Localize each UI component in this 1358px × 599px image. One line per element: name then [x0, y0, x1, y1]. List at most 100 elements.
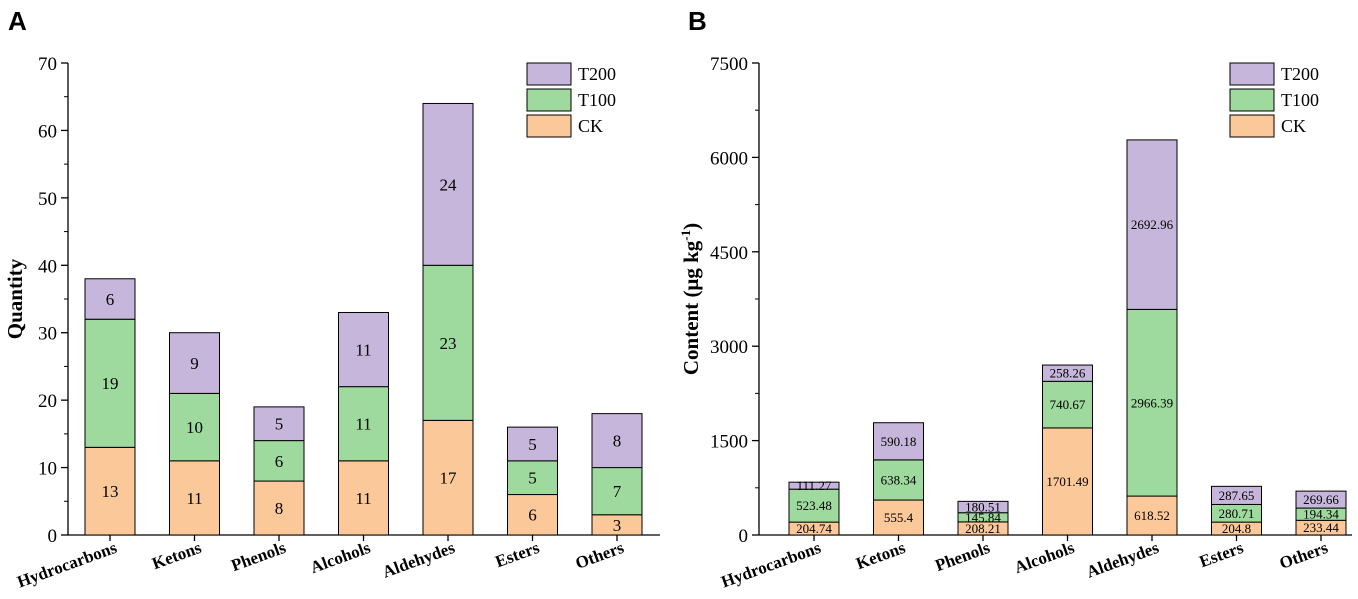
qty-data-label: 5 — [275, 415, 284, 434]
content-bar-ck-aldehydes — [1126, 495, 1178, 536]
qty-legend-label-t100: T100 — [578, 90, 616, 110]
qty-bar-ck-hydrocarbons — [84, 446, 136, 536]
qty-data-label: 10 — [186, 418, 203, 437]
content-bar-t200-phenols — [957, 500, 1009, 514]
qty-y-tick-label: 40 — [38, 256, 57, 277]
content-bar-t100-hydrocarbons — [788, 488, 840, 523]
qty-data-label: 5 — [528, 435, 537, 454]
qty-data-label: 19 — [102, 374, 119, 393]
content-data-label: 180.51 — [965, 500, 1001, 515]
qty-legend-label-ck: CK — [578, 116, 603, 136]
content-y-tick-label: 6000 — [710, 148, 748, 169]
content-data-label: 145.84 — [965, 510, 1001, 525]
qty-data-label: 13 — [102, 482, 119, 501]
qty-bar-t100-hydrocarbons — [84, 318, 136, 448]
content-bar-t100-aldehydes — [1126, 308, 1178, 497]
qty-bar-t200-aldehydes — [422, 102, 474, 266]
content-x-tick-label: Aldehydes — [1084, 538, 1162, 582]
content-legend-swatch-t200 — [1229, 62, 1275, 86]
qty-data-label: 8 — [613, 432, 622, 451]
qty-data-label: 11 — [355, 415, 371, 434]
qty-y-tick-label: 30 — [38, 324, 57, 345]
content-data-label: 590.18 — [881, 434, 917, 449]
qty-data-label: 11 — [355, 341, 371, 360]
content-y-tick-label: 7500 — [710, 54, 748, 75]
qty-data-label: 11 — [355, 489, 371, 508]
content-data-label: 2692.96 — [1131, 217, 1174, 232]
content-data-label: 555.4 — [884, 510, 914, 525]
qty-y-tick-label: 50 — [38, 189, 57, 210]
qty-bar-t100-ketons — [169, 392, 220, 462]
content-x-tick-label: Phenols — [933, 538, 993, 575]
content-data-label: 618.52 — [1134, 508, 1170, 523]
content-data-label: 1701.49 — [1046, 474, 1088, 489]
qty-bar-t200-hydrocarbons — [84, 278, 136, 320]
content-y-tick-label: 4500 — [710, 243, 748, 264]
content-y-tick-label: 1500 — [710, 432, 748, 453]
qty-bar-ck-phenols — [253, 480, 305, 536]
qty-legend-swatch-t200 — [526, 62, 572, 86]
content-data-label: 287.65 — [1219, 488, 1255, 503]
content-data-label: 740.67 — [1050, 397, 1086, 412]
content-data-label: 638.34 — [881, 473, 917, 488]
content-data-label: 523.48 — [796, 498, 832, 513]
qty-bar-t100-phenols — [253, 440, 305, 482]
content-bar-t200-esters — [1211, 485, 1262, 505]
content-data-label: 258.26 — [1050, 366, 1086, 381]
qty-bar-t200-phenols — [253, 406, 305, 442]
qty-bar-t100-others — [591, 467, 643, 516]
content-x-tick-label: Hydrocarbons — [719, 538, 824, 592]
content-y-axis-label: Content (μg kg-1) — [678, 223, 703, 375]
qty-legend-swatch-ck — [526, 114, 572, 138]
qty-data-label: 3 — [613, 516, 622, 535]
content-y-tick-label: 0 — [739, 526, 749, 547]
qty-y-tick-label: 20 — [38, 391, 57, 412]
content-data-label: 2966.39 — [1131, 395, 1173, 410]
qty-data-label: 5 — [528, 469, 537, 488]
content-data-label: 111.27 — [797, 478, 832, 493]
content-legend-label-t100: T100 — [1281, 90, 1319, 110]
content-legend-label-t200: T200 — [1281, 64, 1319, 84]
content-bar-t200-alcohols — [1042, 364, 1093, 382]
qty-data-label: 11 — [186, 489, 202, 508]
content-bar-t100-ketons — [873, 459, 924, 501]
content-legend-swatch-t100 — [1229, 88, 1275, 112]
qty-y-tick-label: 0 — [48, 526, 58, 547]
content-x-tick-label: Esters — [1197, 538, 1246, 571]
content-data-label: 269.66 — [1303, 492, 1339, 507]
content-legend-label-ck: CK — [1281, 116, 1306, 136]
qty-legend-label-t200: T200 — [578, 64, 616, 84]
panel-letter-b: B — [688, 6, 707, 36]
content-bar-t200-aldehydes — [1126, 139, 1178, 310]
qty-data-label: 8 — [275, 499, 284, 518]
qty-y-axis-label: Quantity — [3, 258, 27, 339]
content-y-tick-label: 3000 — [710, 337, 748, 358]
qty-data-label: 9 — [190, 354, 199, 373]
content-bar-t200-hydrocarbons — [788, 481, 840, 490]
qty-bar-t200-alcohols — [338, 311, 389, 388]
qty-bar-t100-aldehydes — [422, 264, 474, 421]
panel-letter-a: A — [8, 6, 27, 36]
qty-bar-t200-others — [591, 413, 643, 469]
content-data-label: 204.74 — [796, 521, 832, 536]
content-data-label: 280.71 — [1219, 506, 1255, 521]
content-x-tick-label: Others — [1277, 538, 1331, 573]
content-x-tick-label: Alcohols — [1012, 538, 1077, 577]
content-data-label: 233.44 — [1303, 520, 1339, 535]
content-data-label: 194.34 — [1303, 507, 1339, 522]
content-data-label: 204.8 — [1222, 521, 1251, 536]
content-legend-swatch-ck — [1229, 114, 1275, 138]
qty-data-label: 24 — [440, 175, 458, 194]
content-x-tick-label: Ketons — [853, 538, 908, 573]
qty-data-label: 7 — [613, 482, 622, 501]
qty-data-label: 6 — [106, 290, 115, 309]
content-bar-t100-alcohols — [1042, 380, 1093, 429]
content-bar-t200-ketons — [873, 422, 924, 461]
qty-bar-ck-alcohols — [338, 460, 389, 536]
qty-y-tick-label: 10 — [38, 459, 57, 480]
qty-bar-ck-aldehydes — [422, 419, 474, 536]
content-data-label: 208.21 — [965, 521, 1001, 536]
qty-data-label: 6 — [528, 506, 537, 525]
qty-y-tick-label: 60 — [38, 121, 57, 142]
